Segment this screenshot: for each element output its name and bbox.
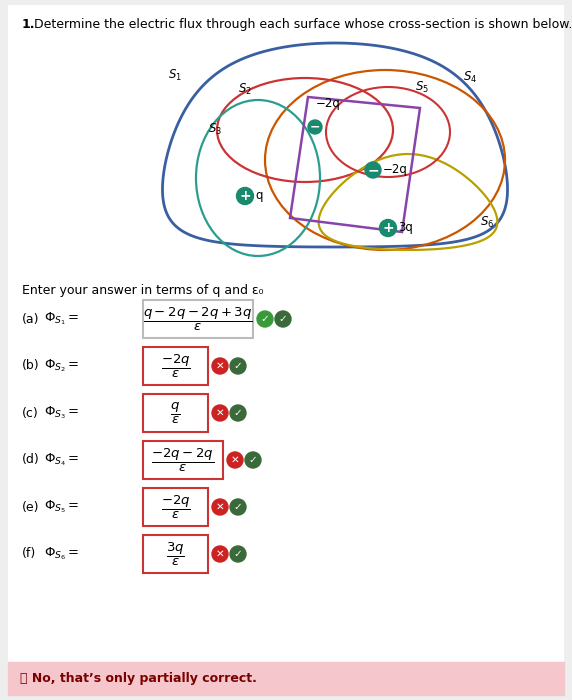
Text: ❗ No, that’s only partially correct.: ❗ No, that’s only partially correct. bbox=[20, 672, 257, 685]
Text: $\dfrac{q}{ε}$: $\dfrac{q}{ε}$ bbox=[170, 400, 181, 426]
Text: $S_4$: $S_4$ bbox=[463, 70, 477, 85]
Text: ✓: ✓ bbox=[261, 314, 269, 324]
Text: $S_1$: $S_1$ bbox=[168, 68, 182, 83]
Text: $\dfrac{-2q}{ε}$: $\dfrac{-2q}{ε}$ bbox=[161, 352, 190, 379]
Text: ✓: ✓ bbox=[233, 502, 243, 512]
Text: Determine the electric flux through each surface whose cross-section is shown be: Determine the electric flux through each… bbox=[34, 18, 572, 31]
Text: 1.: 1. bbox=[22, 18, 35, 31]
Text: $\dfrac{-2q-2q}{ε}$: $\dfrac{-2q-2q}{ε}$ bbox=[152, 447, 214, 474]
Circle shape bbox=[236, 188, 253, 204]
Circle shape bbox=[212, 405, 228, 421]
FancyBboxPatch shape bbox=[143, 394, 208, 432]
Text: $S_3$: $S_3$ bbox=[208, 122, 222, 137]
Circle shape bbox=[227, 452, 243, 468]
Circle shape bbox=[212, 546, 228, 562]
FancyBboxPatch shape bbox=[143, 347, 208, 385]
Text: (b): (b) bbox=[22, 360, 39, 372]
Text: ✓: ✓ bbox=[233, 549, 243, 559]
Text: $\dfrac{q-2q-2q+3q}{ε}$: $\dfrac{q-2q-2q+3q}{ε}$ bbox=[143, 305, 253, 332]
Circle shape bbox=[230, 358, 246, 374]
Text: (c): (c) bbox=[22, 407, 39, 419]
Text: (f): (f) bbox=[22, 547, 36, 561]
Text: +: + bbox=[239, 189, 251, 203]
Text: +: + bbox=[382, 221, 394, 235]
Circle shape bbox=[257, 311, 273, 327]
Text: $S_6$: $S_6$ bbox=[480, 215, 494, 230]
Text: ✓: ✓ bbox=[279, 314, 287, 324]
Text: $S_5$: $S_5$ bbox=[415, 80, 429, 95]
Text: −2q: −2q bbox=[383, 164, 408, 176]
Text: ✕: ✕ bbox=[216, 549, 224, 559]
FancyBboxPatch shape bbox=[143, 488, 208, 526]
Text: Enter your answer in terms of q and ε₀: Enter your answer in terms of q and ε₀ bbox=[22, 284, 264, 297]
Circle shape bbox=[245, 452, 261, 468]
Circle shape bbox=[230, 546, 246, 562]
Text: ✕: ✕ bbox=[216, 502, 224, 512]
Circle shape bbox=[212, 358, 228, 374]
Circle shape bbox=[275, 311, 291, 327]
Text: (a): (a) bbox=[22, 312, 39, 326]
Circle shape bbox=[230, 499, 246, 515]
Text: −: − bbox=[310, 120, 320, 134]
Circle shape bbox=[230, 405, 246, 421]
Text: ✕: ✕ bbox=[216, 408, 224, 418]
Text: $\Phi_{S_{3}} =$: $\Phi_{S_{3}} =$ bbox=[44, 405, 80, 421]
Text: $\Phi_{S_{6}} =$: $\Phi_{S_{6}} =$ bbox=[44, 546, 80, 562]
Text: −2q: −2q bbox=[316, 97, 341, 109]
Text: $\Phi_{S_{4}} =$: $\Phi_{S_{4}} =$ bbox=[44, 452, 80, 468]
Circle shape bbox=[365, 162, 381, 178]
Text: ✓: ✓ bbox=[233, 361, 243, 371]
Circle shape bbox=[379, 220, 396, 237]
Text: $\dfrac{3q}{ε}$: $\dfrac{3q}{ε}$ bbox=[166, 540, 185, 568]
Text: $\Phi_{S_{2}} =$: $\Phi_{S_{2}} =$ bbox=[44, 358, 80, 374]
Text: $\Phi_{S_{1}} =$: $\Phi_{S_{1}} =$ bbox=[44, 311, 80, 328]
Circle shape bbox=[212, 499, 228, 515]
Text: $\dfrac{-2q}{ε}$: $\dfrac{-2q}{ε}$ bbox=[161, 494, 190, 521]
Text: $S_2$: $S_2$ bbox=[238, 82, 252, 97]
Circle shape bbox=[308, 120, 322, 134]
FancyBboxPatch shape bbox=[143, 441, 223, 479]
Text: ✓: ✓ bbox=[249, 455, 257, 465]
Text: (e): (e) bbox=[22, 500, 39, 514]
Text: −: − bbox=[367, 163, 379, 177]
Text: q: q bbox=[255, 190, 263, 202]
Text: (d): (d) bbox=[22, 454, 39, 466]
FancyBboxPatch shape bbox=[143, 535, 208, 573]
Bar bbox=[8, 662, 564, 695]
Text: 3q: 3q bbox=[398, 221, 413, 234]
Text: ✓: ✓ bbox=[233, 408, 243, 418]
FancyBboxPatch shape bbox=[143, 300, 253, 338]
Text: ✕: ✕ bbox=[216, 361, 224, 371]
Text: ✕: ✕ bbox=[231, 455, 239, 465]
Text: $\Phi_{S_{5}} =$: $\Phi_{S_{5}} =$ bbox=[44, 498, 80, 515]
